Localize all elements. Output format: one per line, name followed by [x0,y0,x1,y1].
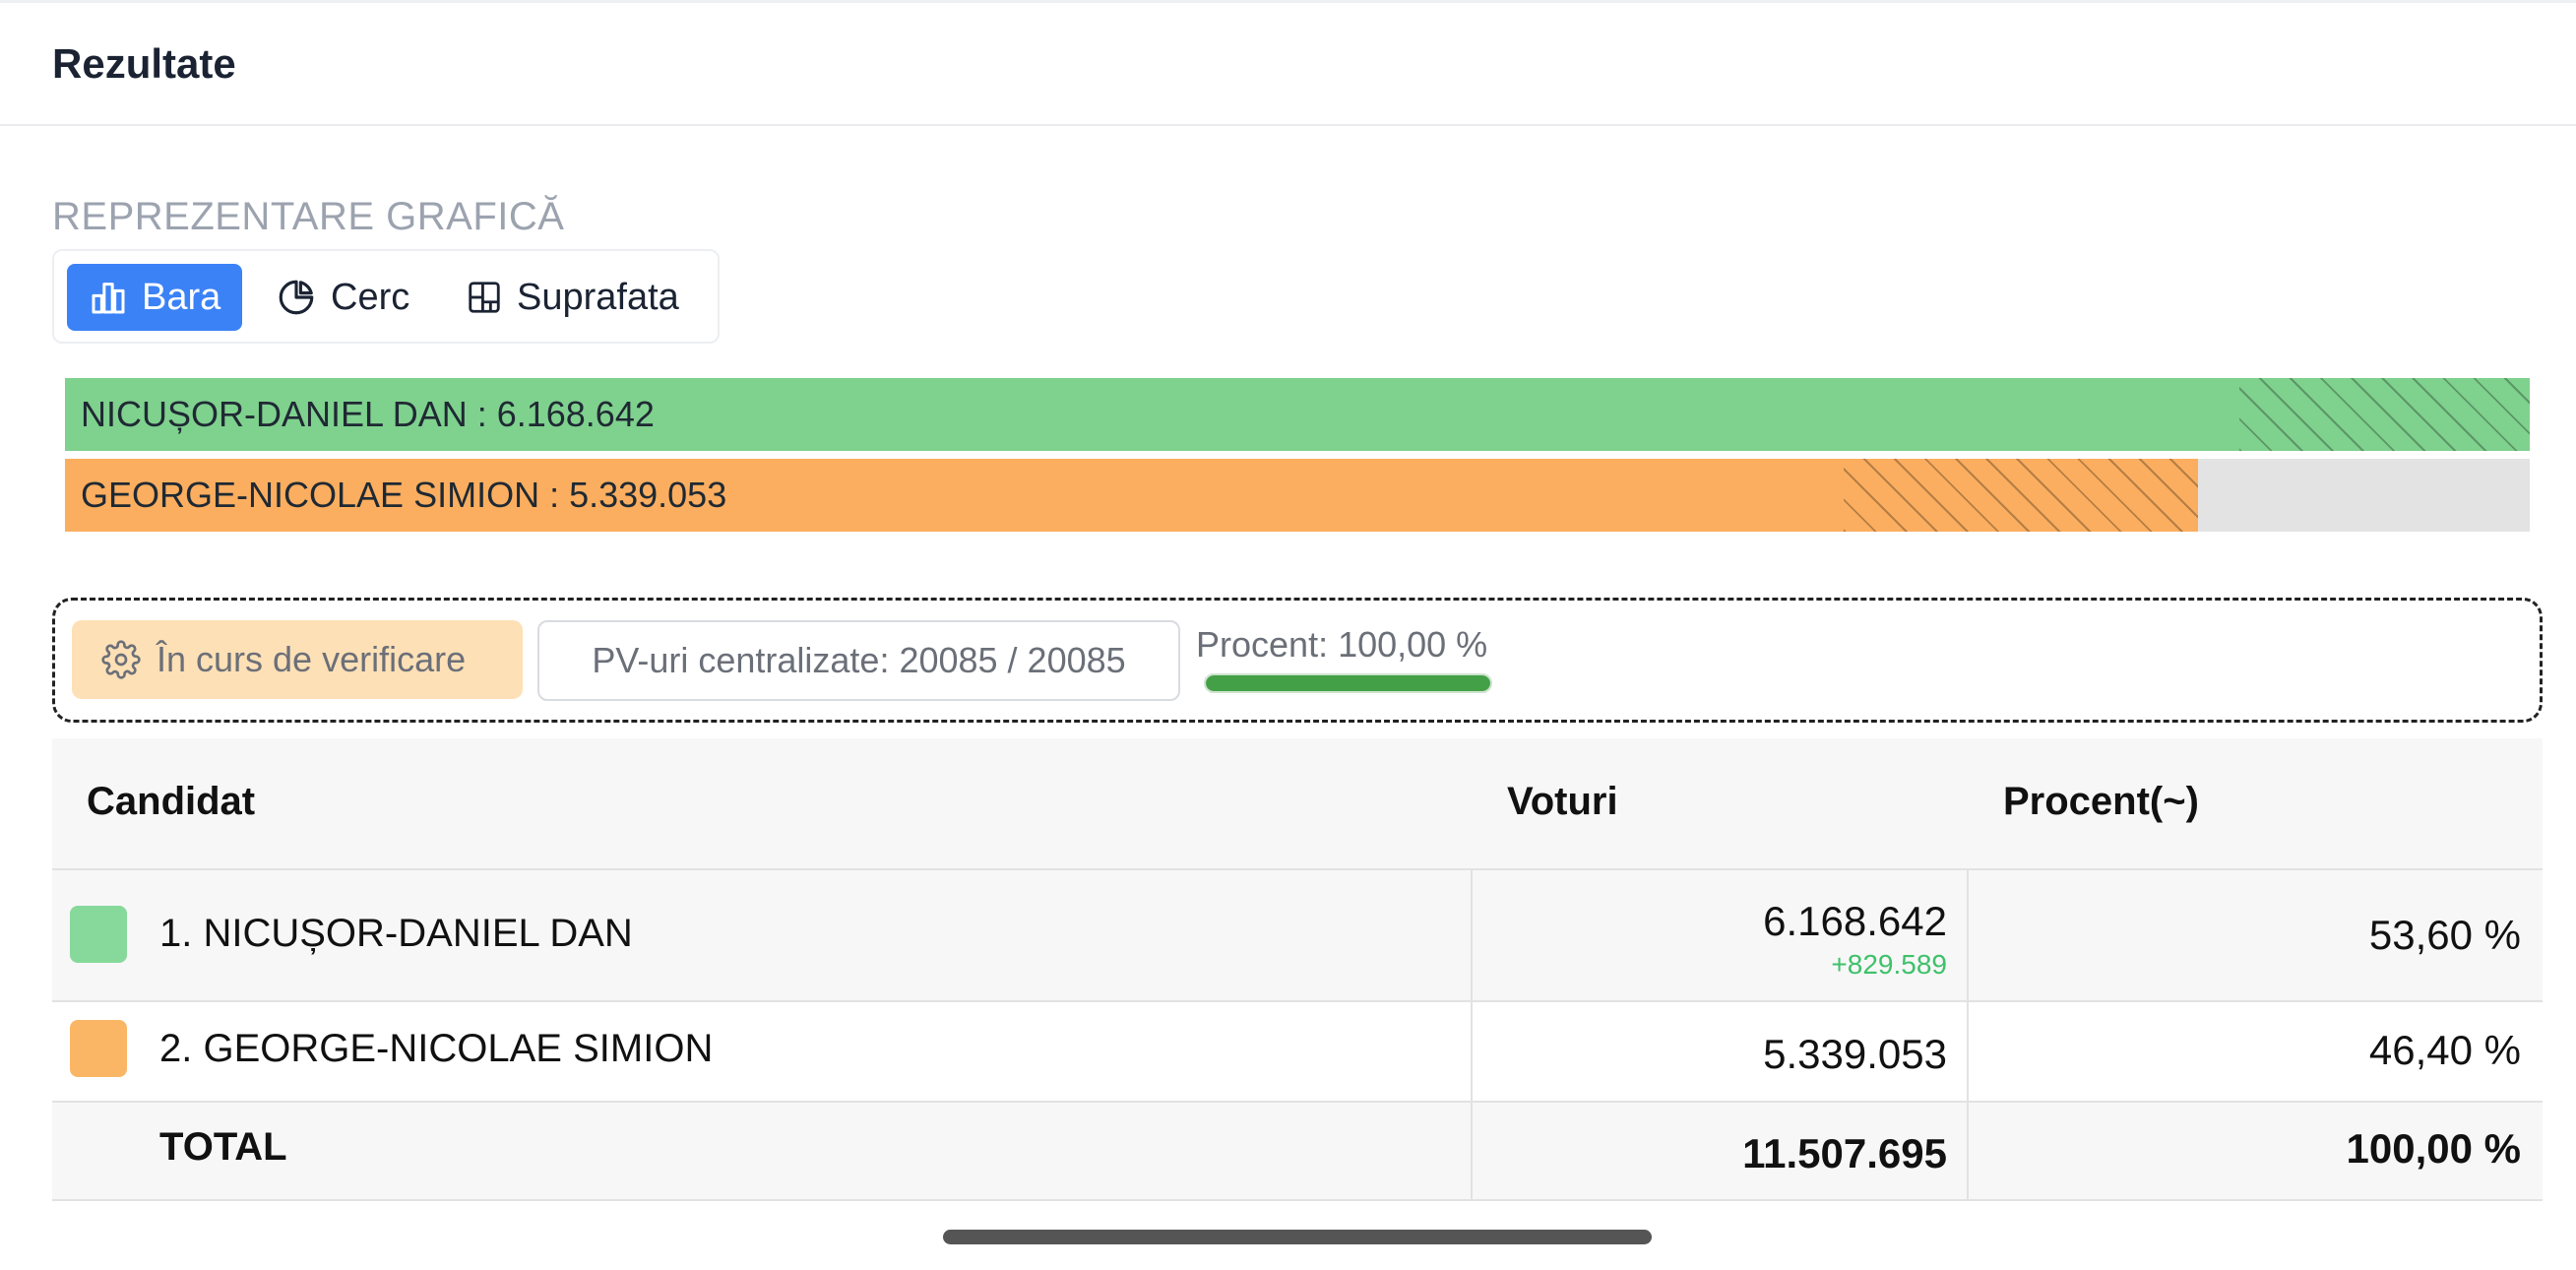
candidate-color-swatch [70,906,127,963]
top-divider [0,0,2576,3]
candidate-votes-delta: +829.589 [1831,949,1947,980]
candidate-color-swatch [70,1020,127,1077]
bar-chart-icon [92,283,125,314]
header-candidat: Candidat [87,780,256,823]
candidate-name: 2. GEORGE-NICOLAE SIMION [159,1027,714,1070]
bar-track-1: NICUȘOR-DANIEL DAN : 6.168.642 [65,378,2530,451]
bar-george-simion [65,459,2198,532]
candidate-percent: 46,40 % [2368,1027,2521,1073]
results-table: Candidat Voturi Procent(~) 1. NICUȘOR-DA… [52,738,2543,1201]
tab-cerc-label: Cerc [331,276,410,318]
bar-nicusor-dan-increment [2239,378,2530,451]
bar-label-nicusor-dan: NICUȘOR-DANIEL DAN : 6.168.642 [81,394,655,434]
header-procent: Procent(~) [2003,780,2199,823]
graph-section-label: REPREZENTARE GRAFICĂ [52,195,565,238]
home-indicator[interactable] [943,1230,1652,1244]
column-divider [1967,870,1969,1000]
pv-count-badge: PV-uri centralizate: 20085 / 20085 [537,620,1180,701]
percent-progress-bar [1204,673,1492,693]
verification-status-badge: În curs de verificare [72,620,523,699]
bar-nicusor-dan [65,378,2530,451]
total-votes: 11.507.695 [1742,1130,1947,1176]
treemap-icon [469,282,500,313]
tab-suprafata[interactable]: Suprafata [466,264,702,331]
tab-cerc[interactable]: Cerc [276,264,423,331]
tab-suprafata-label: Suprafata [517,276,679,318]
bar-george-simion-increment [1844,459,2198,532]
column-divider [1967,1103,1969,1199]
table-row: 2. GEORGE-NICOLAE SIMION 5.339.053 46,40… [52,1002,2543,1103]
table-row: 1. NICUȘOR-DANIEL DAN 6.168.642 +829.589… [52,870,2543,1002]
candidate-name: 1. NICUȘOR-DANIEL DAN [159,912,633,955]
candidate-votes: 5.339.053 [1763,1031,1947,1077]
column-divider [1471,870,1473,1000]
candidate-votes: 6.168.642 [1763,898,1947,944]
total-label: TOTAL [159,1125,287,1169]
candidate-percent: 53,60 % [2368,912,2521,958]
verification-status-text: În curs de verificare [157,639,467,679]
page-title: Rezultate [52,40,236,87]
percent-label: Procent: 100,00 % [1196,624,1488,665]
results-header: Rezultate [0,3,2576,126]
total-percent: 100,00 % [2346,1125,2521,1172]
table-total-row: TOTAL 11.507.695 100,00 % [52,1103,2543,1201]
bar-track-2: GEORGE-NICOLAE SIMION : 5.339.053 [65,459,2530,532]
column-divider [1471,1002,1473,1101]
gear-icon [101,640,141,679]
chart-type-selector: Bara Cerc Suprafata [52,249,720,344]
tab-bara-label: Bara [142,276,221,318]
table-header: Candidat Voturi Procent(~) [52,738,2543,870]
status-panel: În curs de verificare PV-uri centralizat… [52,598,2543,723]
tab-bara[interactable]: Bara [67,264,242,331]
column-divider [1471,1103,1473,1199]
percent-progress-fill [1206,675,1490,691]
bar-label-george-simion: GEORGE-NICOLAE SIMION : 5.339.053 [81,475,727,515]
column-divider [1967,1002,1969,1101]
pie-chart-icon [279,280,314,315]
header-voturi: Voturi [1507,780,1618,823]
